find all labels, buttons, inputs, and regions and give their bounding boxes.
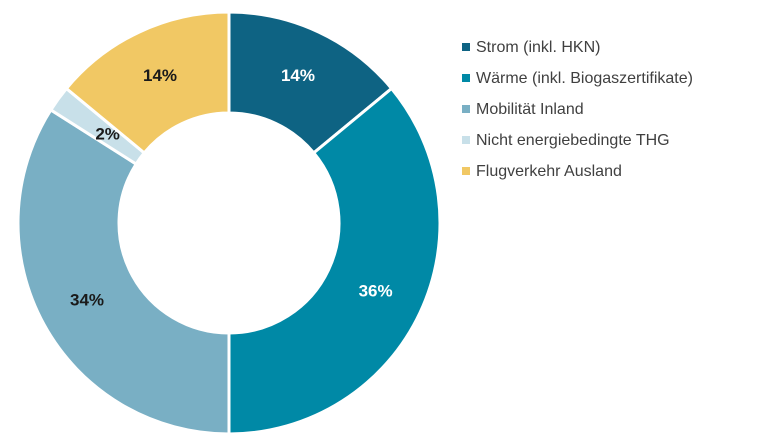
legend-swatch xyxy=(462,74,470,82)
legend-swatch xyxy=(462,167,470,175)
value-label: 36% xyxy=(359,281,393,300)
legend-label: Mobilität Inland xyxy=(476,101,584,118)
legend-label: Nicht energiebedingte THG xyxy=(476,132,670,149)
donut-slice xyxy=(16,107,231,436)
legend-label: Wärme (inkl. Biogaszertifikate) xyxy=(476,70,693,87)
legend-label: Flugverkehr Ausland xyxy=(476,163,622,180)
donut-slice xyxy=(64,10,231,155)
legend-swatch xyxy=(462,43,470,51)
legend-swatch xyxy=(462,105,470,113)
donut-slice xyxy=(227,86,442,436)
value-label: 14% xyxy=(281,66,315,85)
value-label: 34% xyxy=(70,291,104,310)
value-label: 14% xyxy=(143,66,177,85)
legend-swatch xyxy=(462,136,470,144)
legend-label: Strom (inkl. HKN) xyxy=(476,39,600,56)
